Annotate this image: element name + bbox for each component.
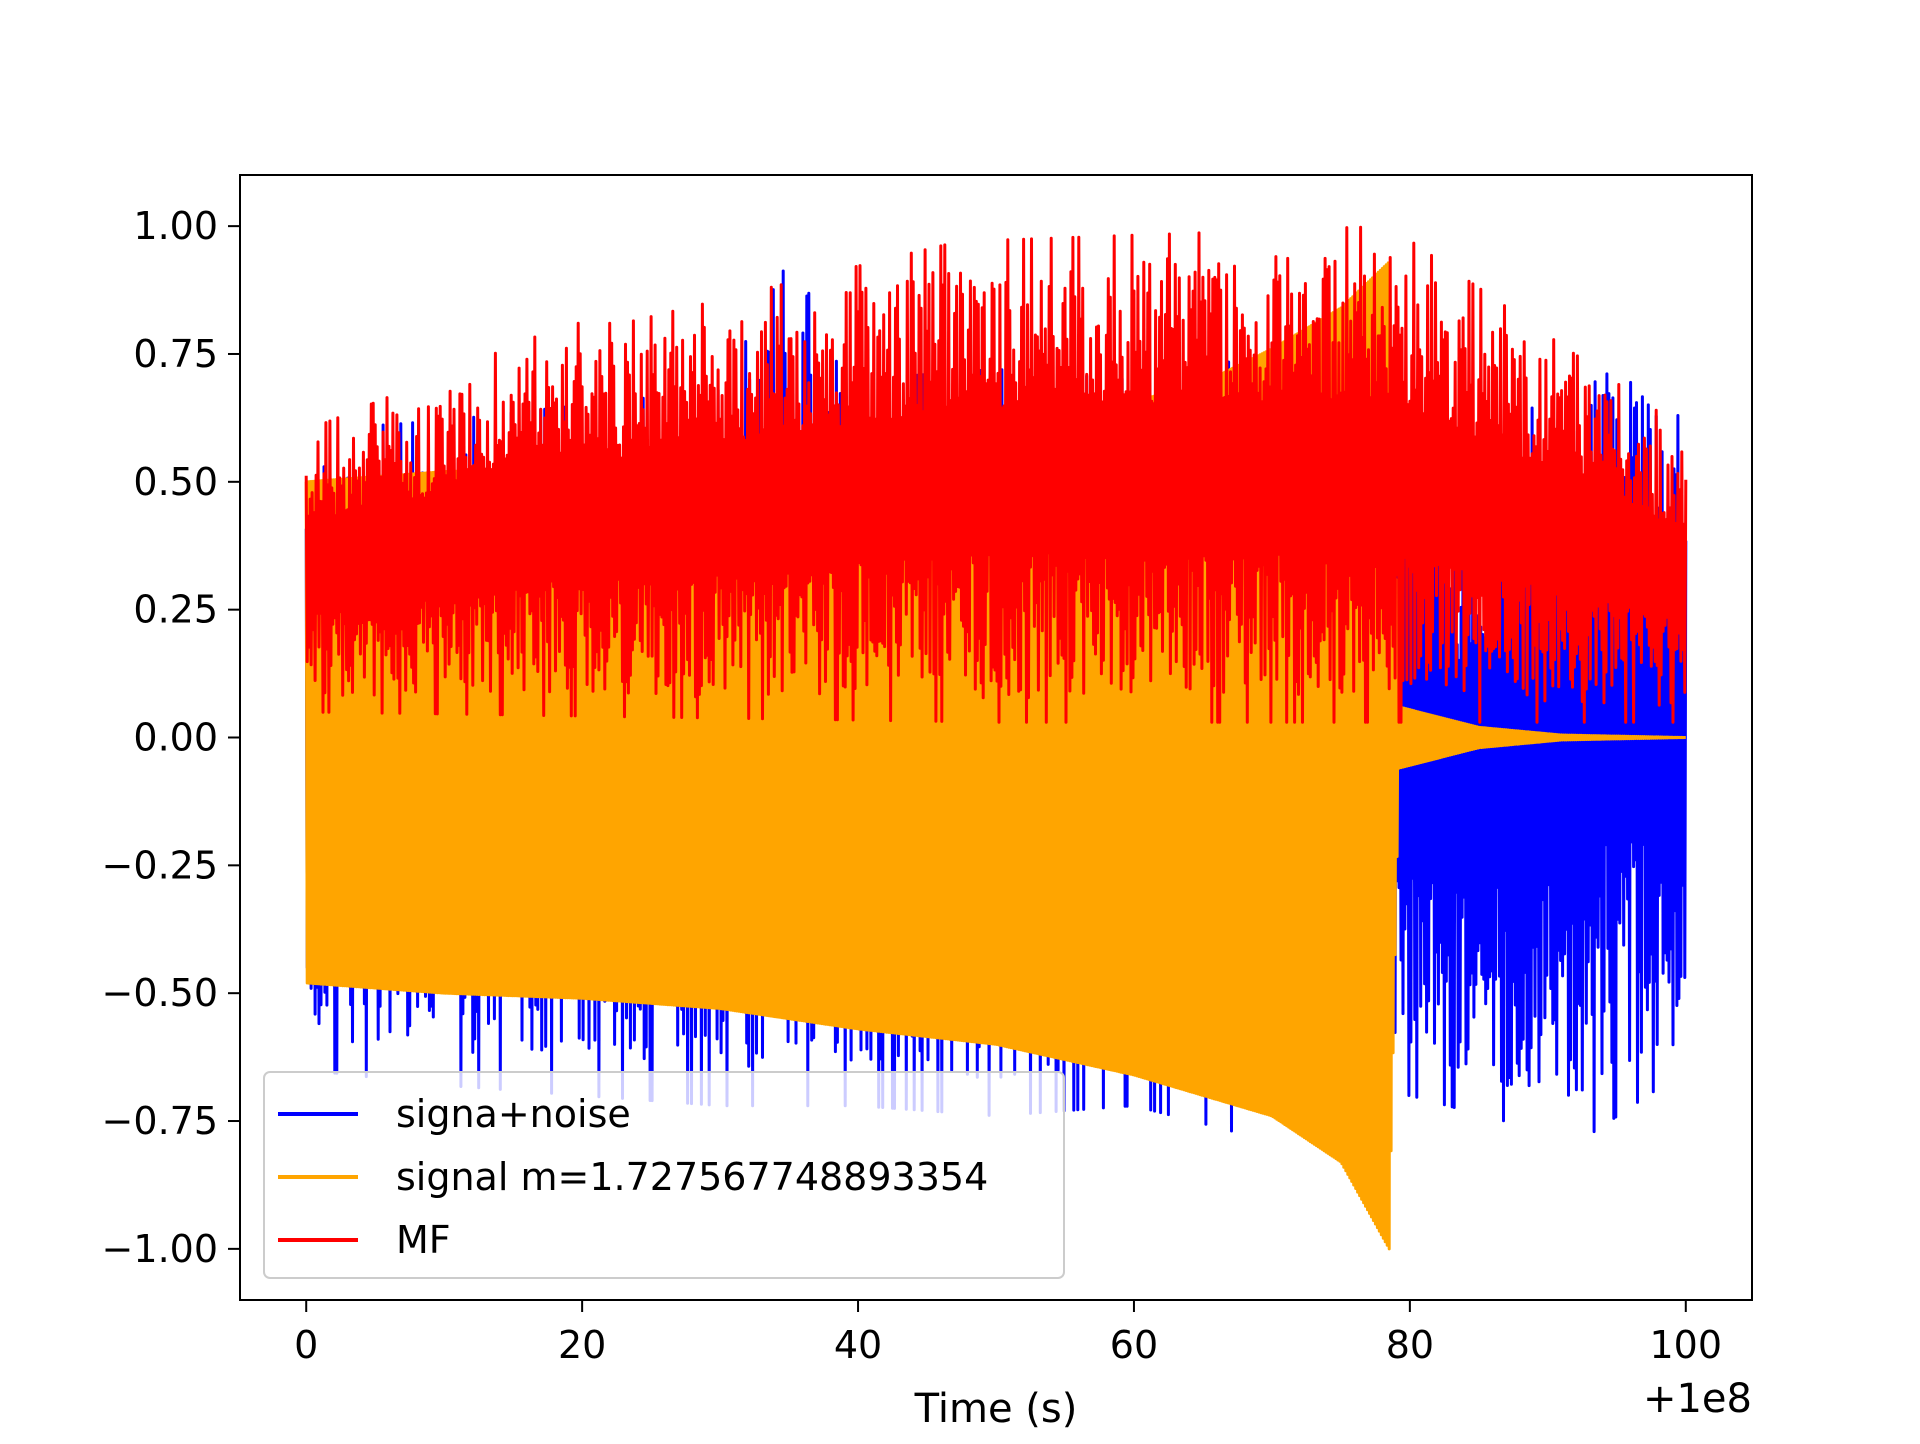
legend-label: signal m=1.727567748893354: [396, 1155, 988, 1199]
plot-area: [304, 225, 1688, 1251]
y-tick-label: 1.00: [133, 204, 218, 248]
y-tick-label: −0.75: [102, 1099, 218, 1143]
x-tick-label: 0: [294, 1323, 318, 1367]
x-axis-offset-label: +1e8: [1643, 1376, 1752, 1422]
y-tick-label: −1.00: [102, 1227, 218, 1271]
y-tick-label: −0.50: [102, 971, 218, 1015]
x-tick-label: 20: [558, 1323, 606, 1367]
x-axis: 0 20 40 60 80 100: [294, 1300, 1722, 1367]
x-tick-label: 40: [834, 1323, 882, 1367]
series-line-2: [304, 225, 1688, 724]
y-tick-label: 0.50: [133, 460, 218, 504]
x-tick-label: 80: [1386, 1323, 1434, 1367]
legend-label: signa+noise: [396, 1092, 631, 1136]
y-axis: 1.00 0.75 0.50 0.25 0.00 −0.25 −0.50 −0.75 −1.00: [102, 204, 240, 1271]
x-tick-label: 60: [1110, 1323, 1158, 1367]
legend-box: [263, 1071, 1065, 1279]
legend-label: MF: [396, 1218, 451, 1262]
y-tick-label: 0.25: [133, 588, 218, 632]
x-axis-label: Time (s): [914, 1386, 1078, 1432]
y-tick-label: 0.00: [133, 716, 218, 760]
x-tick-label: 100: [1650, 1323, 1723, 1367]
y-tick-label: 0.75: [133, 332, 218, 376]
legend: signa+noise signal m=1.727567748893354 MF: [263, 1071, 1065, 1279]
y-tick-label: −0.25: [102, 843, 218, 887]
